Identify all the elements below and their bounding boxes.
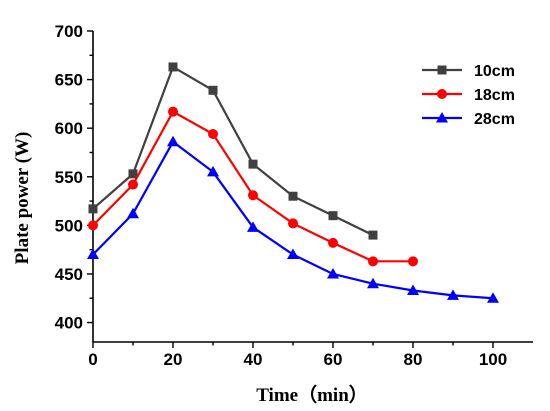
series-layer — [87, 62, 499, 303]
data-point — [328, 237, 338, 248]
data-point — [447, 289, 459, 300]
y-tick-label: 700 — [55, 22, 83, 41]
legend-label: 28cm — [474, 111, 515, 128]
y-axis-title: Plate power (W) — [12, 132, 33, 265]
data-point — [88, 204, 98, 214]
series-28cm — [87, 135, 499, 303]
y-tick-label: 400 — [55, 314, 83, 333]
data-point — [128, 179, 138, 190]
data-point — [328, 211, 338, 221]
data-point — [168, 106, 178, 117]
data-point — [248, 159, 258, 169]
data-point — [168, 62, 178, 72]
legend-label: 18cm — [474, 87, 515, 104]
x-tick-label: 80 — [404, 350, 423, 369]
data-point — [87, 248, 99, 260]
data-point — [327, 267, 339, 279]
data-point — [408, 256, 418, 267]
y-tick-label: 500 — [55, 216, 83, 235]
x-tick-label: 0 — [88, 350, 97, 369]
data-point — [368, 230, 378, 240]
data-point — [288, 218, 298, 229]
data-point — [167, 135, 179, 147]
x-tick-label: 60 — [324, 350, 343, 369]
x-axis-title: Time（min） — [256, 383, 368, 406]
legend-marker — [437, 89, 447, 99]
x-tick-label: 40 — [244, 350, 263, 369]
data-point — [287, 248, 299, 260]
data-point — [127, 207, 139, 219]
y-tick-label: 600 — [55, 119, 83, 138]
data-point — [208, 85, 218, 95]
ticks: 0 20 40 60 80 100 400 450 500 550 600 650 700 — [55, 22, 508, 369]
series-10cm — [88, 62, 378, 240]
series-line — [92, 110, 413, 263]
data-point — [367, 277, 379, 289]
legend-marker — [436, 112, 448, 123]
legend-item: 10cm — [422, 63, 515, 80]
data-point — [407, 284, 419, 295]
data-point — [248, 190, 258, 201]
series-line — [92, 65, 374, 237]
legend: 10cm 18cm 28cm — [422, 63, 515, 128]
data-point — [208, 129, 218, 140]
y-tick-label: 450 — [55, 265, 83, 284]
data-point — [487, 292, 499, 303]
series-18cm — [88, 106, 418, 267]
data-point — [247, 221, 259, 232]
legend-item: 18cm — [422, 87, 515, 104]
x-tick-label: 100 — [479, 350, 507, 369]
y-tick-label: 550 — [55, 168, 83, 187]
legend-item: 28cm — [422, 111, 515, 128]
data-point — [207, 165, 219, 177]
axes — [92, 31, 533, 343]
y-tick-label: 650 — [55, 71, 83, 90]
x-tick-label: 20 — [164, 350, 183, 369]
legend-label: 10cm — [474, 63, 515, 80]
legend-marker — [437, 65, 447, 75]
data-point — [128, 169, 138, 179]
data-point — [288, 191, 298, 201]
data-point — [368, 256, 378, 267]
data-point — [88, 220, 98, 231]
